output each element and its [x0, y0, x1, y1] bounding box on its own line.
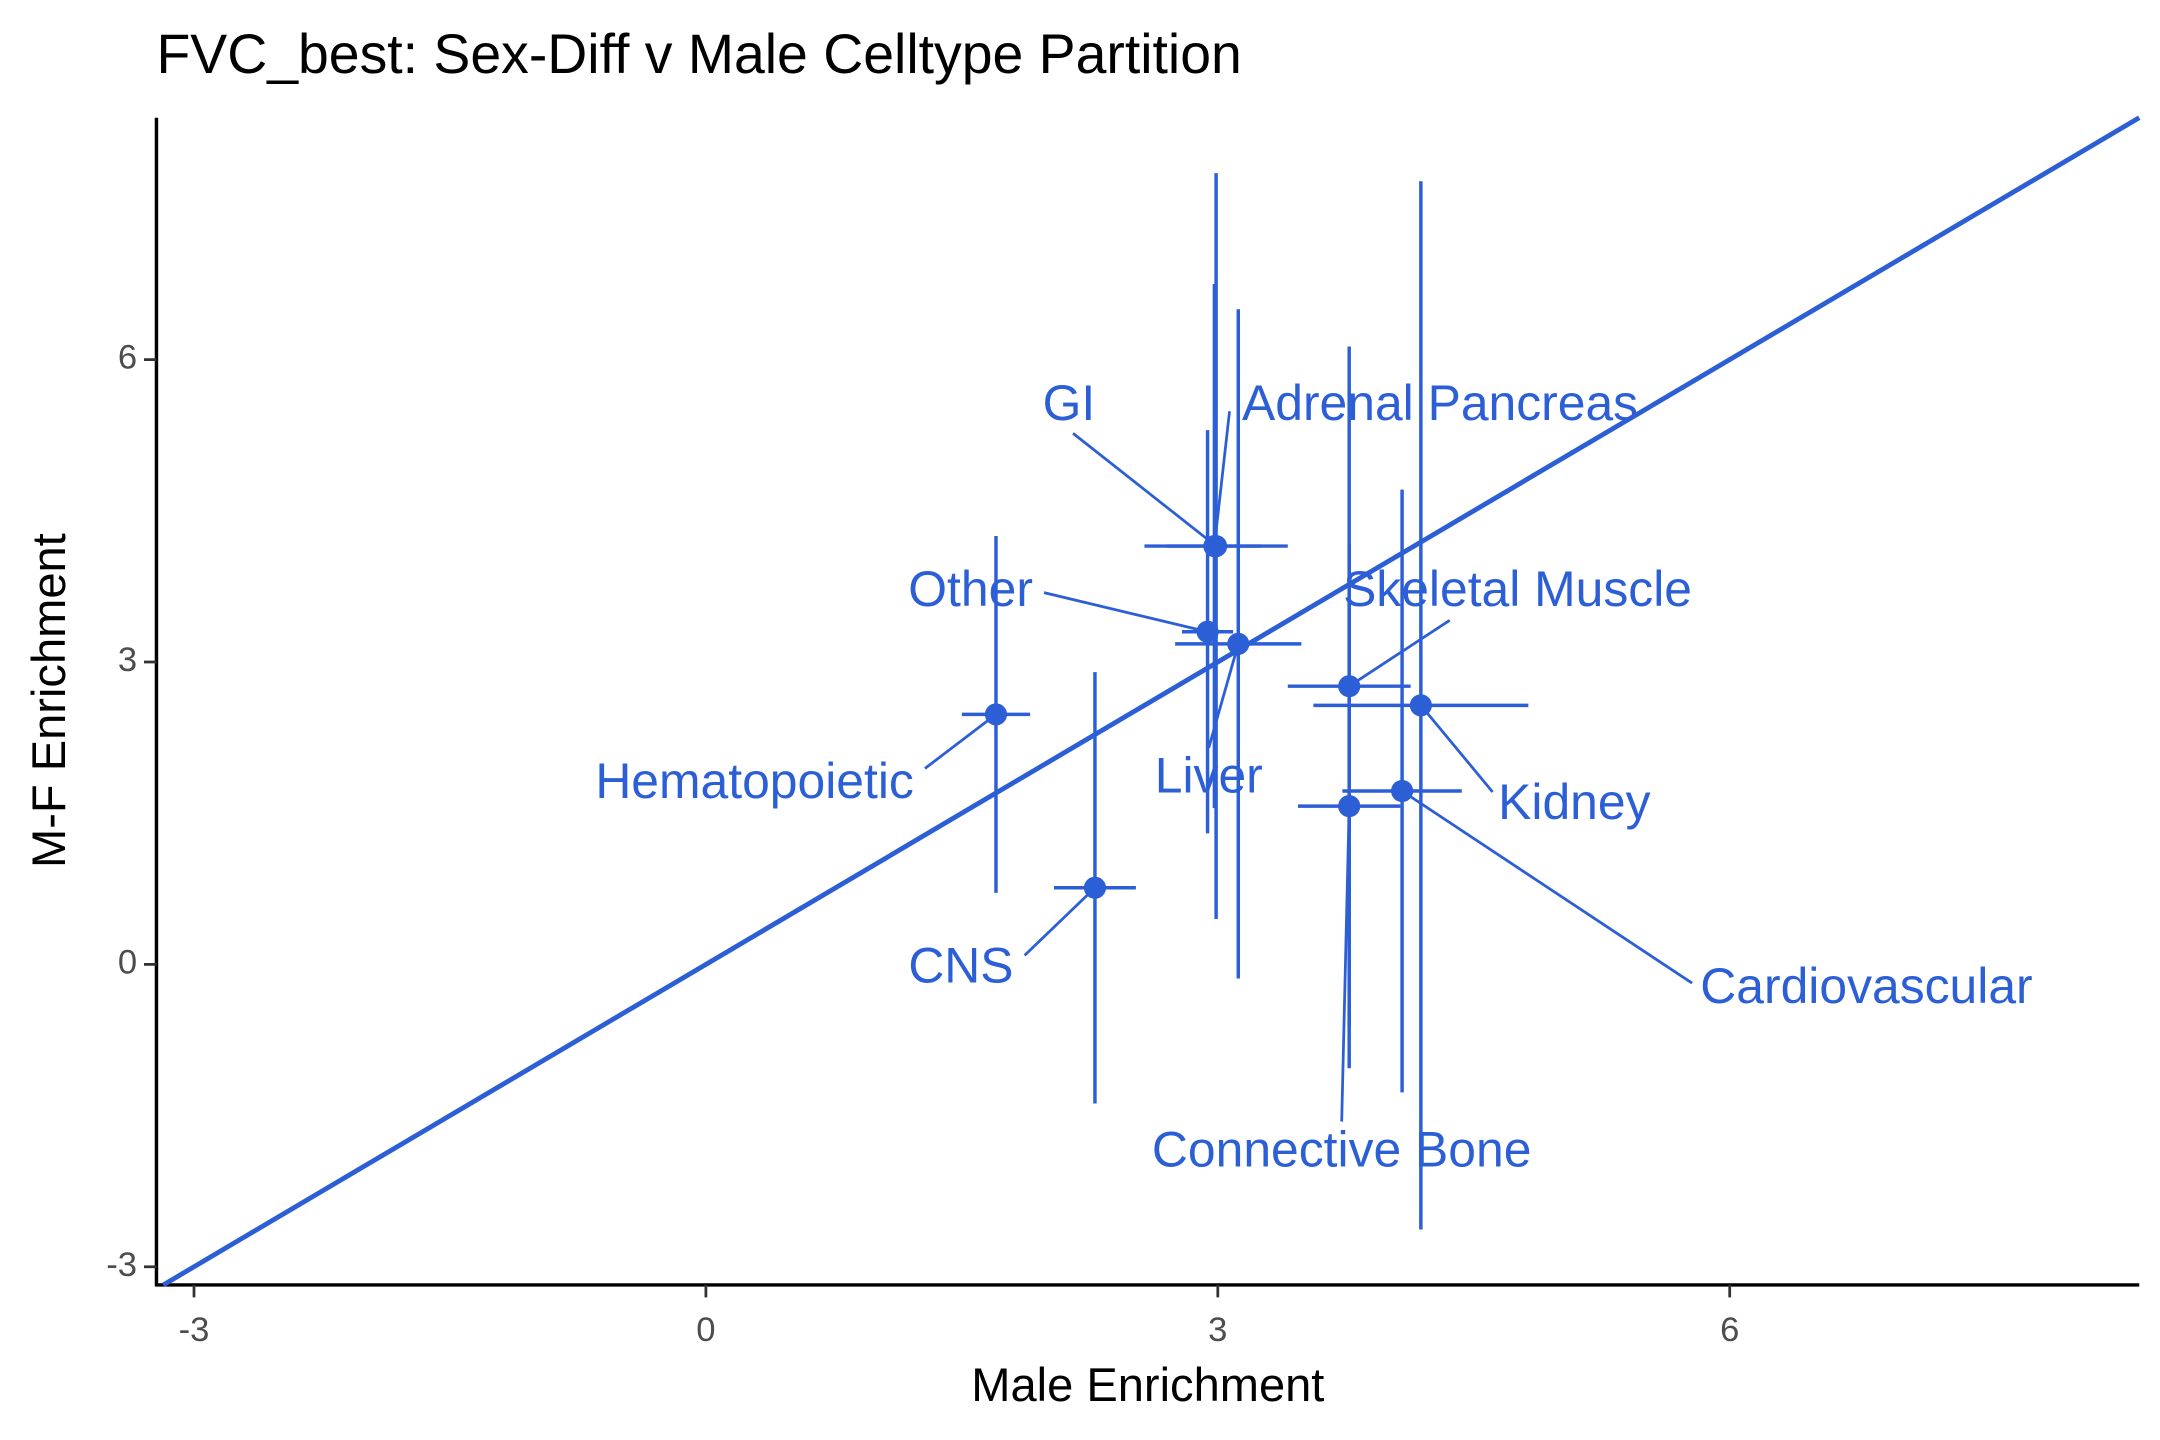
x-axis-title: Male Enrichment — [971, 1358, 1324, 1411]
point-label: Adrenal Pancreas — [1242, 375, 1638, 431]
point-label: CNS — [908, 937, 1013, 993]
label-leader — [1213, 411, 1231, 547]
point-label: Liver — [1155, 748, 1263, 804]
identity-line — [162, 115, 2141, 1288]
chart-title: FVC_best: Sex-Diff v Male Celltype Parti… — [156, 23, 1241, 85]
x-tick-label: 3 — [1208, 1311, 1227, 1349]
point-label: Kidney — [1498, 774, 1650, 830]
y-tick-label: 0 — [118, 944, 137, 982]
point-label: Connective Bone — [1152, 1122, 1532, 1178]
label-leader — [1401, 789, 1693, 985]
point-label: Other — [908, 561, 1033, 617]
label-leader — [1348, 619, 1451, 688]
y-axis-title: M-F Enrichment — [22, 533, 75, 868]
point-label: GI — [1043, 375, 1096, 431]
point-label: Hematopoietic — [595, 753, 914, 809]
y-tick-label: 3 — [118, 641, 137, 679]
point-label: Cardiovascular — [1700, 958, 2032, 1014]
label-leader — [1023, 886, 1096, 957]
y-tick-label: 6 — [118, 339, 137, 377]
point-label: Skeletal Muscle — [1343, 561, 1692, 617]
point — [1338, 795, 1361, 818]
label-leader — [924, 713, 997, 770]
y-tick-label: -3 — [106, 1246, 137, 1284]
label-leader — [1043, 591, 1208, 634]
label-leader — [1419, 704, 1494, 793]
label-leader — [1072, 432, 1217, 548]
x-tick-label: -3 — [179, 1311, 210, 1349]
label-leader — [1340, 806, 1351, 1122]
x-tick-label: 6 — [1720, 1311, 1739, 1349]
label-leader — [1207, 643, 1240, 749]
x-tick-label: 0 — [696, 1311, 715, 1349]
